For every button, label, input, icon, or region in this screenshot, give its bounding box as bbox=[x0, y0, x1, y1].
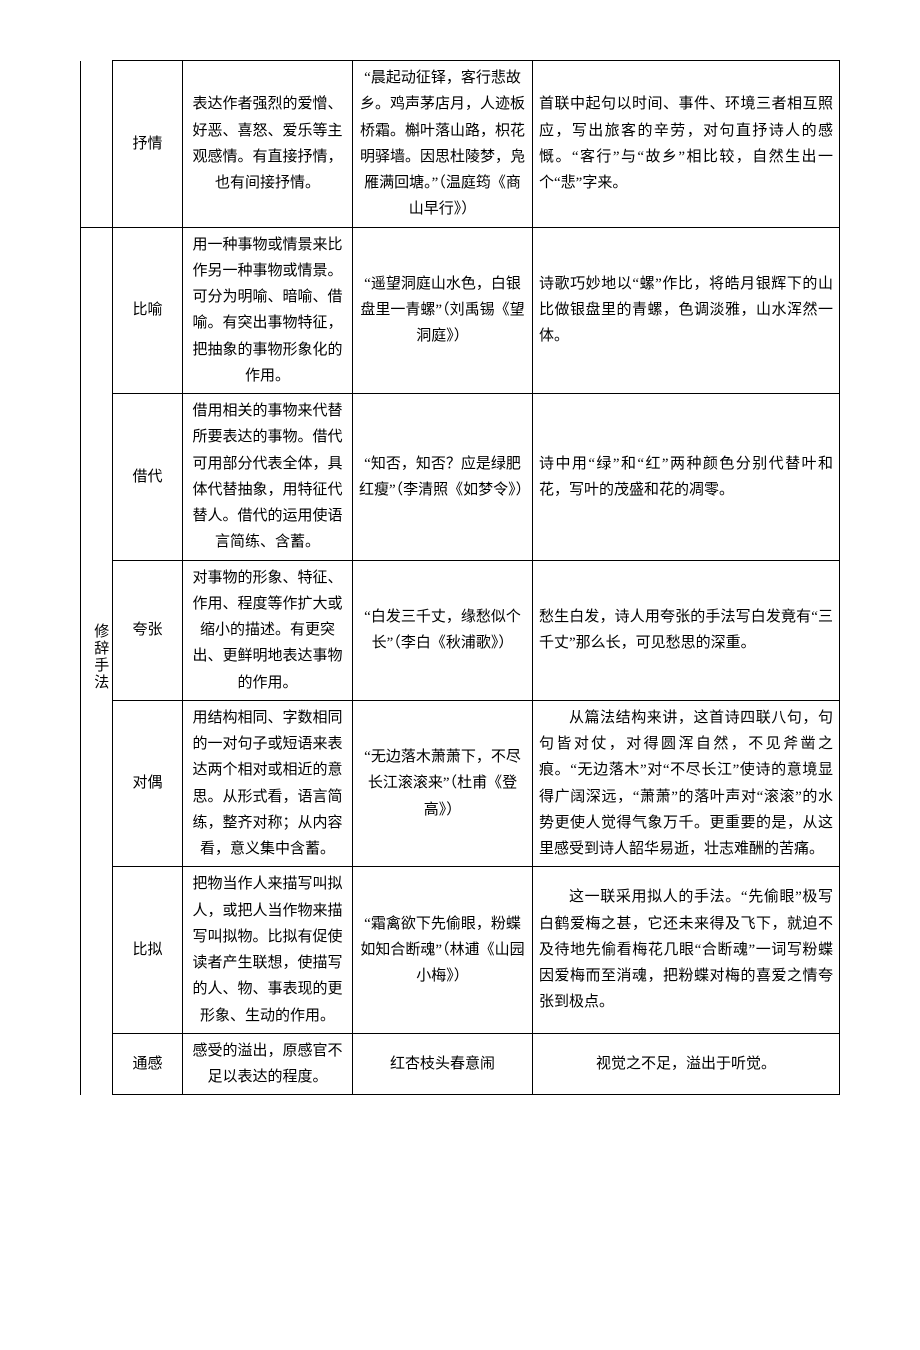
desc-cell: 用结构相同、字数相同的一对句子或短语来表达两个相对或相近的意思。从形式看，语言简… bbox=[183, 700, 353, 867]
table-row: 夸张 对事物的形象、特征、作用、程度等作扩大或缩小的描述。有更突出、更鲜明地表达… bbox=[81, 560, 840, 700]
rhetoric-table: 抒情 表达作者强烈的爱憎、好恶、喜怒、爱乐等主观感情。有直接抒情，也有间接抒情。… bbox=[80, 60, 840, 1095]
example-cell: “遥望洞庭山水色，白银盘里一青螺”（刘禹锡《望洞庭》） bbox=[353, 227, 533, 394]
table-row: 修辞手法 比喻 用一种事物或情景来比作另一种事物或情景。可分为明喻、暗喻、借喻。… bbox=[81, 227, 840, 394]
example-cell: 红杏枝头春意闹 bbox=[353, 1033, 533, 1095]
analysis-cell: 愁生白发，诗人用夸张的手法写白发竟有“三千丈”那么长，可见愁思的深重。 bbox=[533, 560, 840, 700]
name-cell: 借代 bbox=[113, 394, 183, 561]
desc-cell: 用一种事物或情景来比作另一种事物或情景。可分为明喻、暗喻、借喻。有突出事物特征，… bbox=[183, 227, 353, 394]
desc-cell: 对事物的形象、特征、作用、程度等作扩大或缩小的描述。有更突出、更鲜明地表达事物的… bbox=[183, 560, 353, 700]
analysis-cell: 首联中起句以时间、事件、环境三者相互照应，写出旅客的辛劳，对句直抒诗人的感慨。“… bbox=[533, 61, 840, 228]
document-page: 抒情 表达作者强烈的爱憎、好恶、喜怒、爱乐等主观感情。有直接抒情，也有间接抒情。… bbox=[0, 0, 920, 1135]
name-cell: 对偶 bbox=[113, 700, 183, 867]
category-label: 修辞手法 bbox=[87, 623, 113, 691]
analysis-cell: 这一联采用拟人的手法。“先偷眼”极写白鹤爱梅之甚，它还未来得及飞下，就迫不及待地… bbox=[533, 867, 840, 1034]
table-row: 抒情 表达作者强烈的爱憎、好恶、喜怒、爱乐等主观感情。有直接抒情，也有间接抒情。… bbox=[81, 61, 840, 228]
table-row: 比拟 把物当作人来描写叫拟人，或把人当作物来描写叫拟物。比拟有促使读者产生联想，… bbox=[81, 867, 840, 1034]
example-cell: “知否，知否？应是绿肥红瘦”（李清照《如梦令》） bbox=[353, 394, 533, 561]
desc-cell: 表达作者强烈的爱憎、好恶、喜怒、爱乐等主观感情。有直接抒情，也有间接抒情。 bbox=[183, 61, 353, 228]
analysis-cell: 诗歌巧妙地以“螺”作比，将皓月银辉下的山比做银盘里的青螺，色调淡雅，山水浑然一体… bbox=[533, 227, 840, 394]
example-cell: “无边落木萧萧下，不尽长江滚滚来”（杜甫《登高》） bbox=[353, 700, 533, 867]
analysis-cell: 诗中用“绿”和“红”两种颜色分别代替叶和花，写叶的茂盛和花的凋零。 bbox=[533, 394, 840, 561]
table-row: 对偶 用结构相同、字数相同的一对句子或短语来表达两个相对或相近的意思。从形式看，… bbox=[81, 700, 840, 867]
example-cell: “晨起动征铎，客行悲故乡。鸡声茅店月，人迹板桥霜。槲叶落山路，枳花明驿墙。因思杜… bbox=[353, 61, 533, 228]
category-cell bbox=[81, 61, 113, 228]
name-cell: 通感 bbox=[113, 1033, 183, 1095]
table-row: 通感 感受的溢出，原感官不足以表达的程度。 红杏枝头春意闹 视觉之不足，溢出于听… bbox=[81, 1033, 840, 1095]
category-cell: 修辞手法 bbox=[81, 227, 113, 1095]
example-cell: “白发三千丈，缘愁似个长”（李白《秋浦歌》） bbox=[353, 560, 533, 700]
analysis-cell: 视觉之不足，溢出于听觉。 bbox=[533, 1033, 840, 1095]
desc-cell: 把物当作人来描写叫拟人，或把人当作物来描写叫拟物。比拟有促使读者产生联想，使描写… bbox=[183, 867, 353, 1034]
desc-cell: 感受的溢出，原感官不足以表达的程度。 bbox=[183, 1033, 353, 1095]
analysis-cell: 从篇法结构来讲，这首诗四联八句，句句皆对仗，对得圆浑自然，不见斧凿之痕。“无边落… bbox=[533, 700, 840, 867]
example-cell: “霜禽欲下先偷眼，粉蝶如知合断魂”（林逋《山园小梅》） bbox=[353, 867, 533, 1034]
name-cell: 比拟 bbox=[113, 867, 183, 1034]
desc-cell: 借用相关的事物来代替所要表达的事物。借代可用部分代表全体，具体代替抽象，用特征代… bbox=[183, 394, 353, 561]
name-cell: 抒情 bbox=[113, 61, 183, 228]
table-row: 借代 借用相关的事物来代替所要表达的事物。借代可用部分代表全体，具体代替抽象，用… bbox=[81, 394, 840, 561]
name-cell: 比喻 bbox=[113, 227, 183, 394]
name-cell: 夸张 bbox=[113, 560, 183, 700]
